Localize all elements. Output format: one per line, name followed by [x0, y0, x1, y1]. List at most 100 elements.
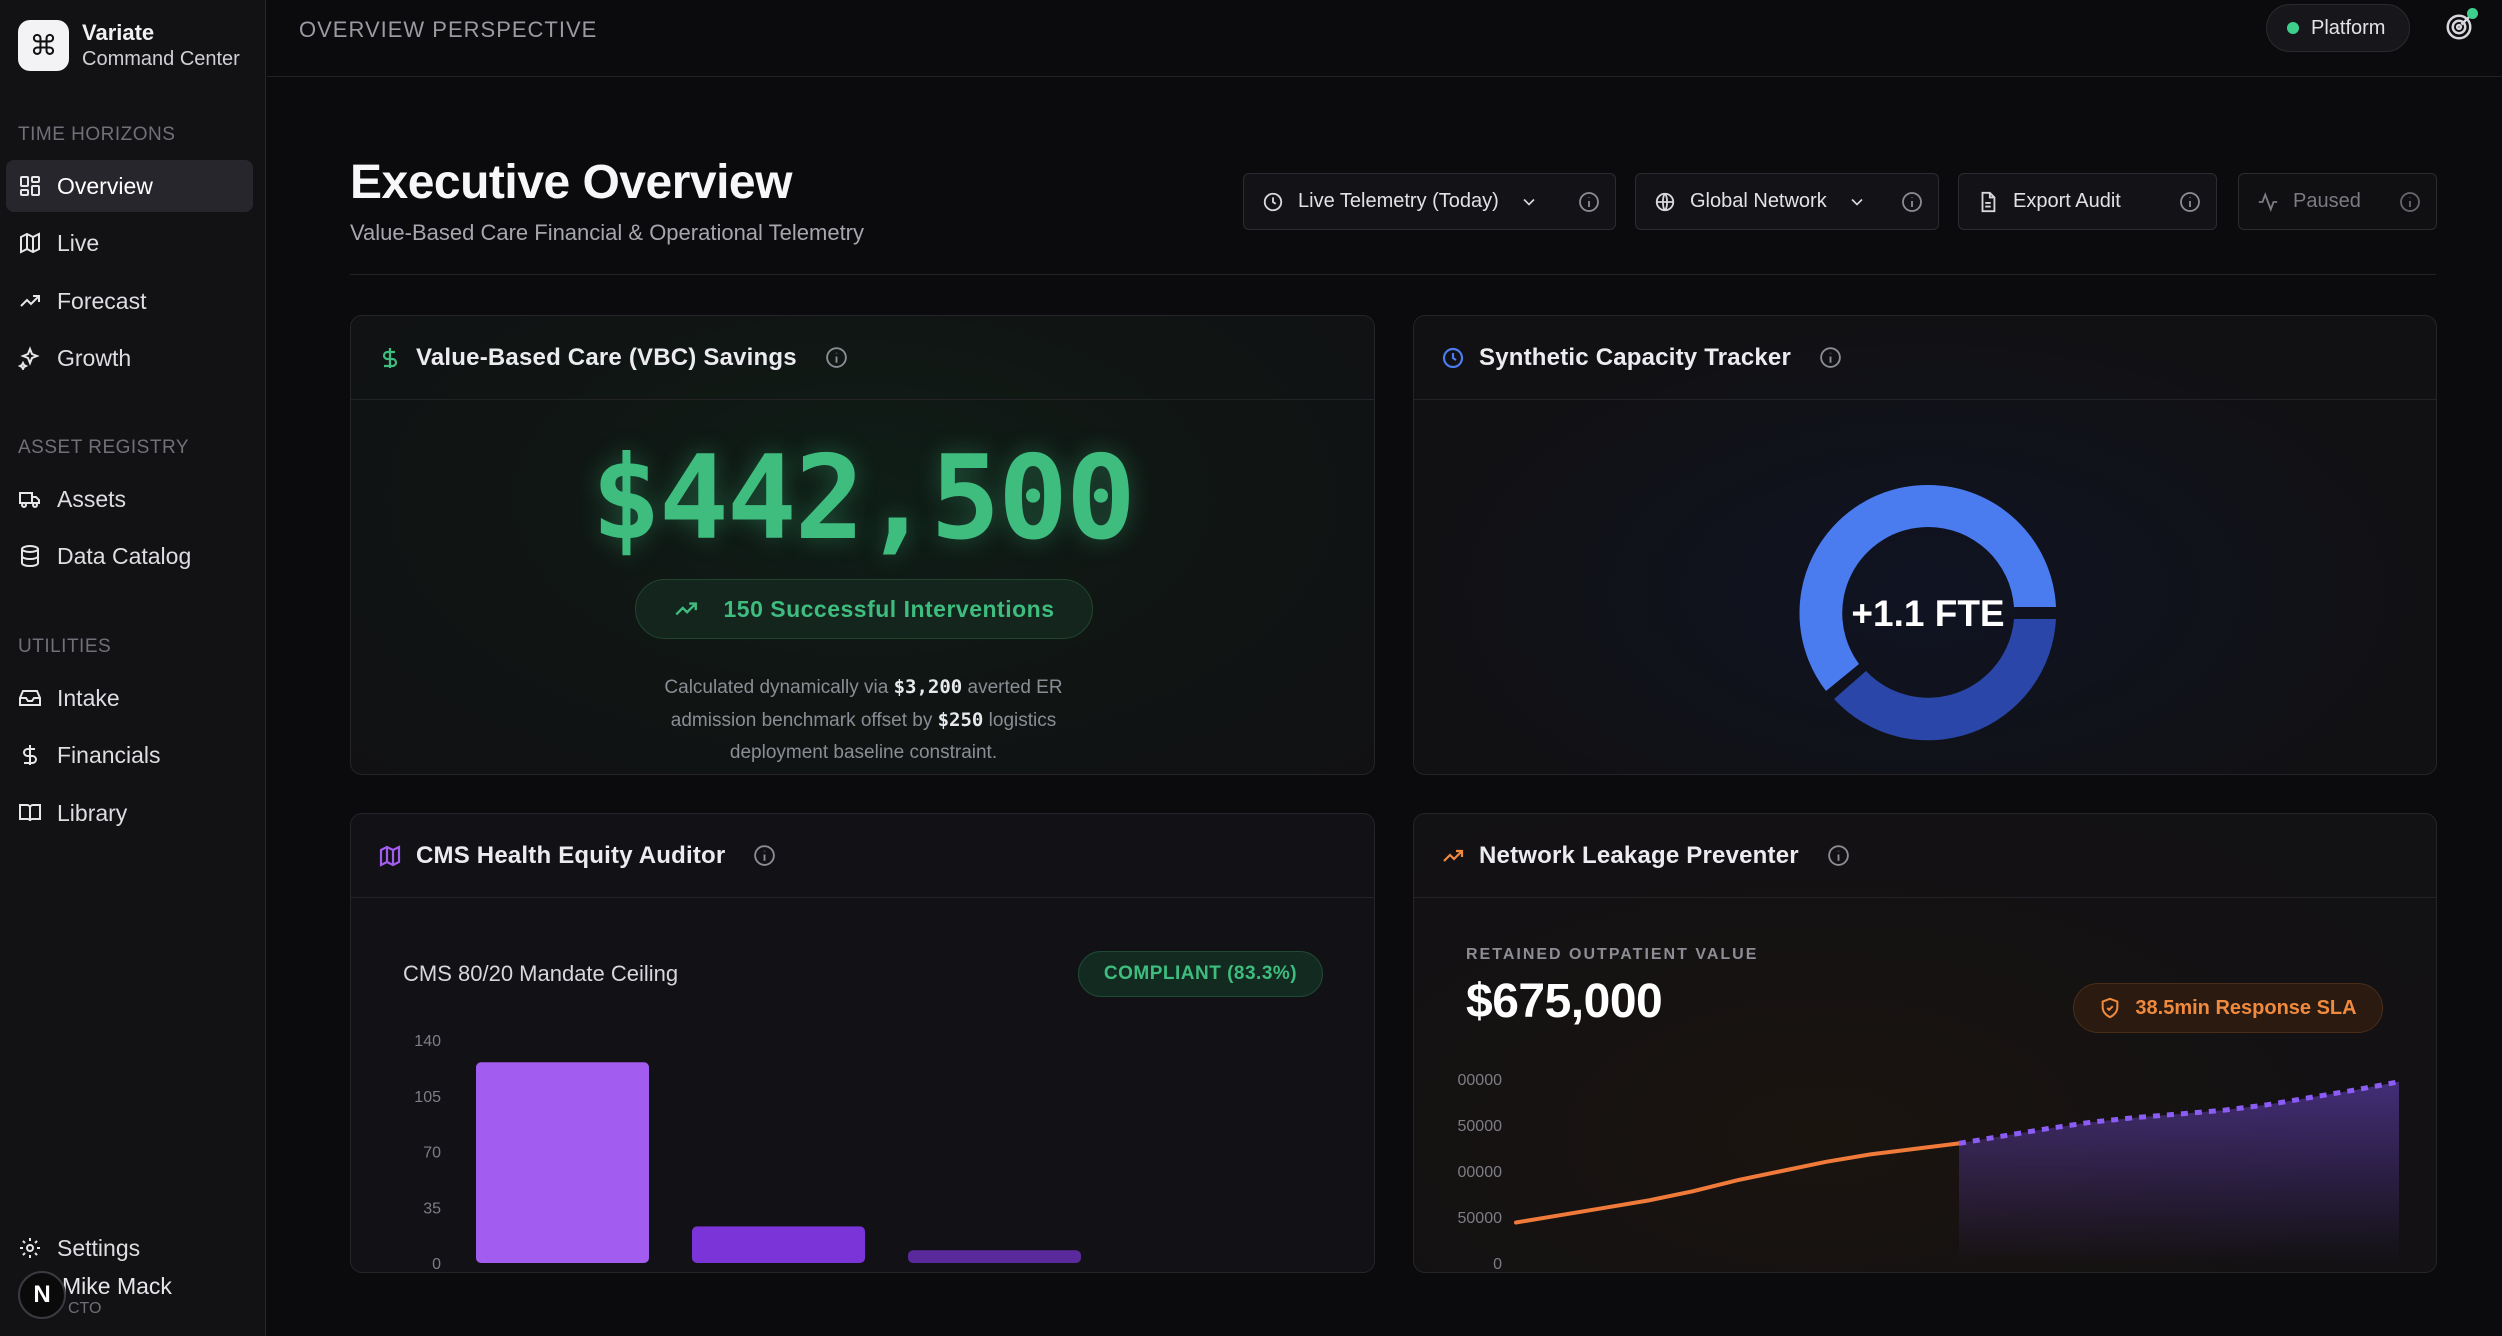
user-name: Mike Mack: [62, 1273, 172, 1299]
info-icon[interactable]: [1818, 345, 1843, 370]
chevron-down-icon: [1523, 198, 1535, 206]
brand-logo: ⌘: [18, 20, 69, 71]
sidebar-item-assets[interactable]: Assets: [6, 473, 253, 525]
cms-equity-card: CMS Health Equity Auditor CMS 80/20 Mand…: [350, 813, 1375, 1273]
export-label: Export Audit: [2013, 190, 2121, 212]
cms-bar-chart: 140 105 70 35 0: [414, 1033, 1081, 1273]
sidebar-item-label: Growth: [57, 344, 132, 371]
forecast-series-line: [1958, 1079, 2400, 1146]
bar[interactable]: [908, 1250, 1081, 1263]
database-icon: [21, 545, 39, 568]
bar[interactable]: [476, 1062, 649, 1263]
gear-icon: [20, 1238, 40, 1258]
sidebar-item-label: Assets: [57, 485, 127, 512]
time-range-select[interactable]: Live Telemetry (Today): [1243, 173, 1616, 230]
sidebar-item-library[interactable]: Library: [6, 787, 253, 839]
retained-value-amount: $675,000: [1466, 975, 1663, 1028]
user-role: CTO: [68, 1300, 102, 1317]
status-dot: [2287, 22, 2299, 34]
sidebar-item-forecast[interactable]: Forecast: [6, 275, 253, 327]
forecast-area: [1959, 1081, 2399, 1263]
info-icon[interactable]: [824, 345, 849, 370]
retained-value-label: RETAINED OUTPATIENT VALUE: [1466, 946, 1759, 963]
card-title: Value-Based Care (VBC) Savings: [416, 343, 797, 371]
grid-icon: [20, 176, 40, 196]
user-profile[interactable]: M N Mike Mack CTO: [18, 1271, 172, 1319]
info-icon[interactable]: [2398, 190, 2422, 214]
y-tick-label: 0: [1493, 1256, 1502, 1273]
brand[interactable]: ⌘ Variate Command Center: [18, 19, 240, 72]
export-audit-button[interactable]: Export Audit: [1958, 173, 2217, 230]
trending-up-icon: [675, 602, 698, 616]
cms-chart-subtitle: CMS 80/20 Mandate Ceiling: [403, 961, 679, 986]
network-leakage-card: Network Leakage Preventer RETAINED OUTPA…: [1413, 813, 2437, 1273]
info-icon[interactable]: [2178, 190, 2202, 214]
platform-status-pill[interactable]: Platform: [2266, 4, 2410, 52]
response-sla-label: 38.5min Response SLA: [2135, 996, 2357, 1019]
sidebar-item-settings[interactable]: Settings: [6, 1222, 253, 1274]
y-tick-label: 70: [423, 1145, 441, 1162]
section-label-utilities: UTILITIES: [18, 636, 112, 657]
y-tick-label: 35: [423, 1200, 441, 1217]
sidebar-item-overview[interactable]: Overview: [6, 160, 253, 212]
y-tick-label: 140: [414, 1033, 441, 1050]
donut-segment-primary-left: [1799, 484, 1928, 691]
card-title: Network Leakage Preventer: [1479, 841, 1799, 869]
sparkles-icon: [18, 346, 40, 370]
document-icon: [1981, 191, 1996, 212]
trending-up-icon: [20, 295, 40, 307]
card-title: Synthetic Capacity Tracker: [1479, 343, 1792, 371]
avatar[interactable]: N: [18, 1271, 66, 1319]
sidebar-item-data-catalog[interactable]: Data Catalog: [6, 530, 253, 582]
card-header: Network Leakage Preventer: [1414, 814, 2436, 898]
brand-name: Variate: [82, 20, 155, 45]
sidebar-item-intake[interactable]: Intake: [6, 672, 253, 724]
sidebar-item-financials[interactable]: Financials: [6, 729, 253, 781]
truck-icon: [19, 492, 40, 508]
sidebar-item-label: Data Catalog: [57, 542, 192, 569]
info-icon[interactable]: [1826, 843, 1851, 868]
brand-subtitle: Command Center: [82, 48, 240, 70]
interventions-badge: 150 Successful Interventions: [635, 579, 1093, 639]
sidebar-item-live[interactable]: Live: [6, 217, 253, 269]
leakage-line-chart: 00000 50000 00000 50000 0: [1458, 1072, 2400, 1273]
sidebar-item-label: Library: [57, 799, 128, 826]
info-icon[interactable]: [1577, 190, 1601, 214]
page-subtitle: Value-Based Care Financial & Operational…: [350, 220, 865, 245]
sidebar-item-label: Intake: [57, 684, 120, 711]
bar[interactable]: [692, 1226, 865, 1263]
section-label-time-horizons: TIME HORIZONS: [18, 124, 176, 145]
info-icon[interactable]: [752, 843, 777, 868]
paused-label: Paused: [2293, 190, 2361, 212]
notification-dot: [2467, 8, 2478, 19]
capacity-tracker-card: Synthetic Capacity Tracker +1.1 FTE: [1413, 315, 2437, 775]
clock-icon: [1263, 192, 1283, 211]
network-label: Global Network: [1690, 190, 1827, 212]
y-tick-label: 50000: [1458, 1210, 1503, 1227]
map-icon: [20, 232, 40, 254]
sidebar: ⌘ Variate Command Center TIME HORIZONS O…: [0, 0, 266, 1336]
map-icon: [379, 844, 401, 867]
shield-check-icon: [2102, 997, 2119, 1019]
sidebar-item-growth[interactable]: Growth: [6, 332, 253, 384]
info-icon[interactable]: [1900, 190, 1924, 214]
capacity-value: +1.1 FTE: [1851, 593, 2005, 634]
sidebar-item-label: Financials: [57, 741, 161, 768]
y-tick-label: 00000: [1458, 1072, 1503, 1089]
actual-series-line: [1514, 1141, 1961, 1225]
card-header: CMS Health Equity Auditor: [351, 814, 1374, 898]
target-icon[interactable]: [2444, 12, 2474, 42]
y-tick-label: 0: [432, 1256, 441, 1273]
sidebar-item-label: Forecast: [57, 287, 147, 314]
network-select[interactable]: Global Network: [1635, 173, 1939, 230]
inbox-icon: [19, 690, 41, 706]
card-header: Value-Based Care (VBC) Savings: [351, 316, 1374, 400]
perspective-label: OVERVIEW PERSPECTIVE: [299, 17, 598, 42]
trending-up-icon: [1443, 849, 1464, 862]
platform-label: Platform: [2311, 16, 2386, 39]
paused-toggle[interactable]: Paused: [2238, 173, 2437, 230]
vbc-calculation-note: Calculated dynamically via $3,200 averte…: [664, 676, 1063, 763]
dollar-icon: [23, 745, 37, 765]
y-tick-label: 00000: [1458, 1164, 1503, 1181]
